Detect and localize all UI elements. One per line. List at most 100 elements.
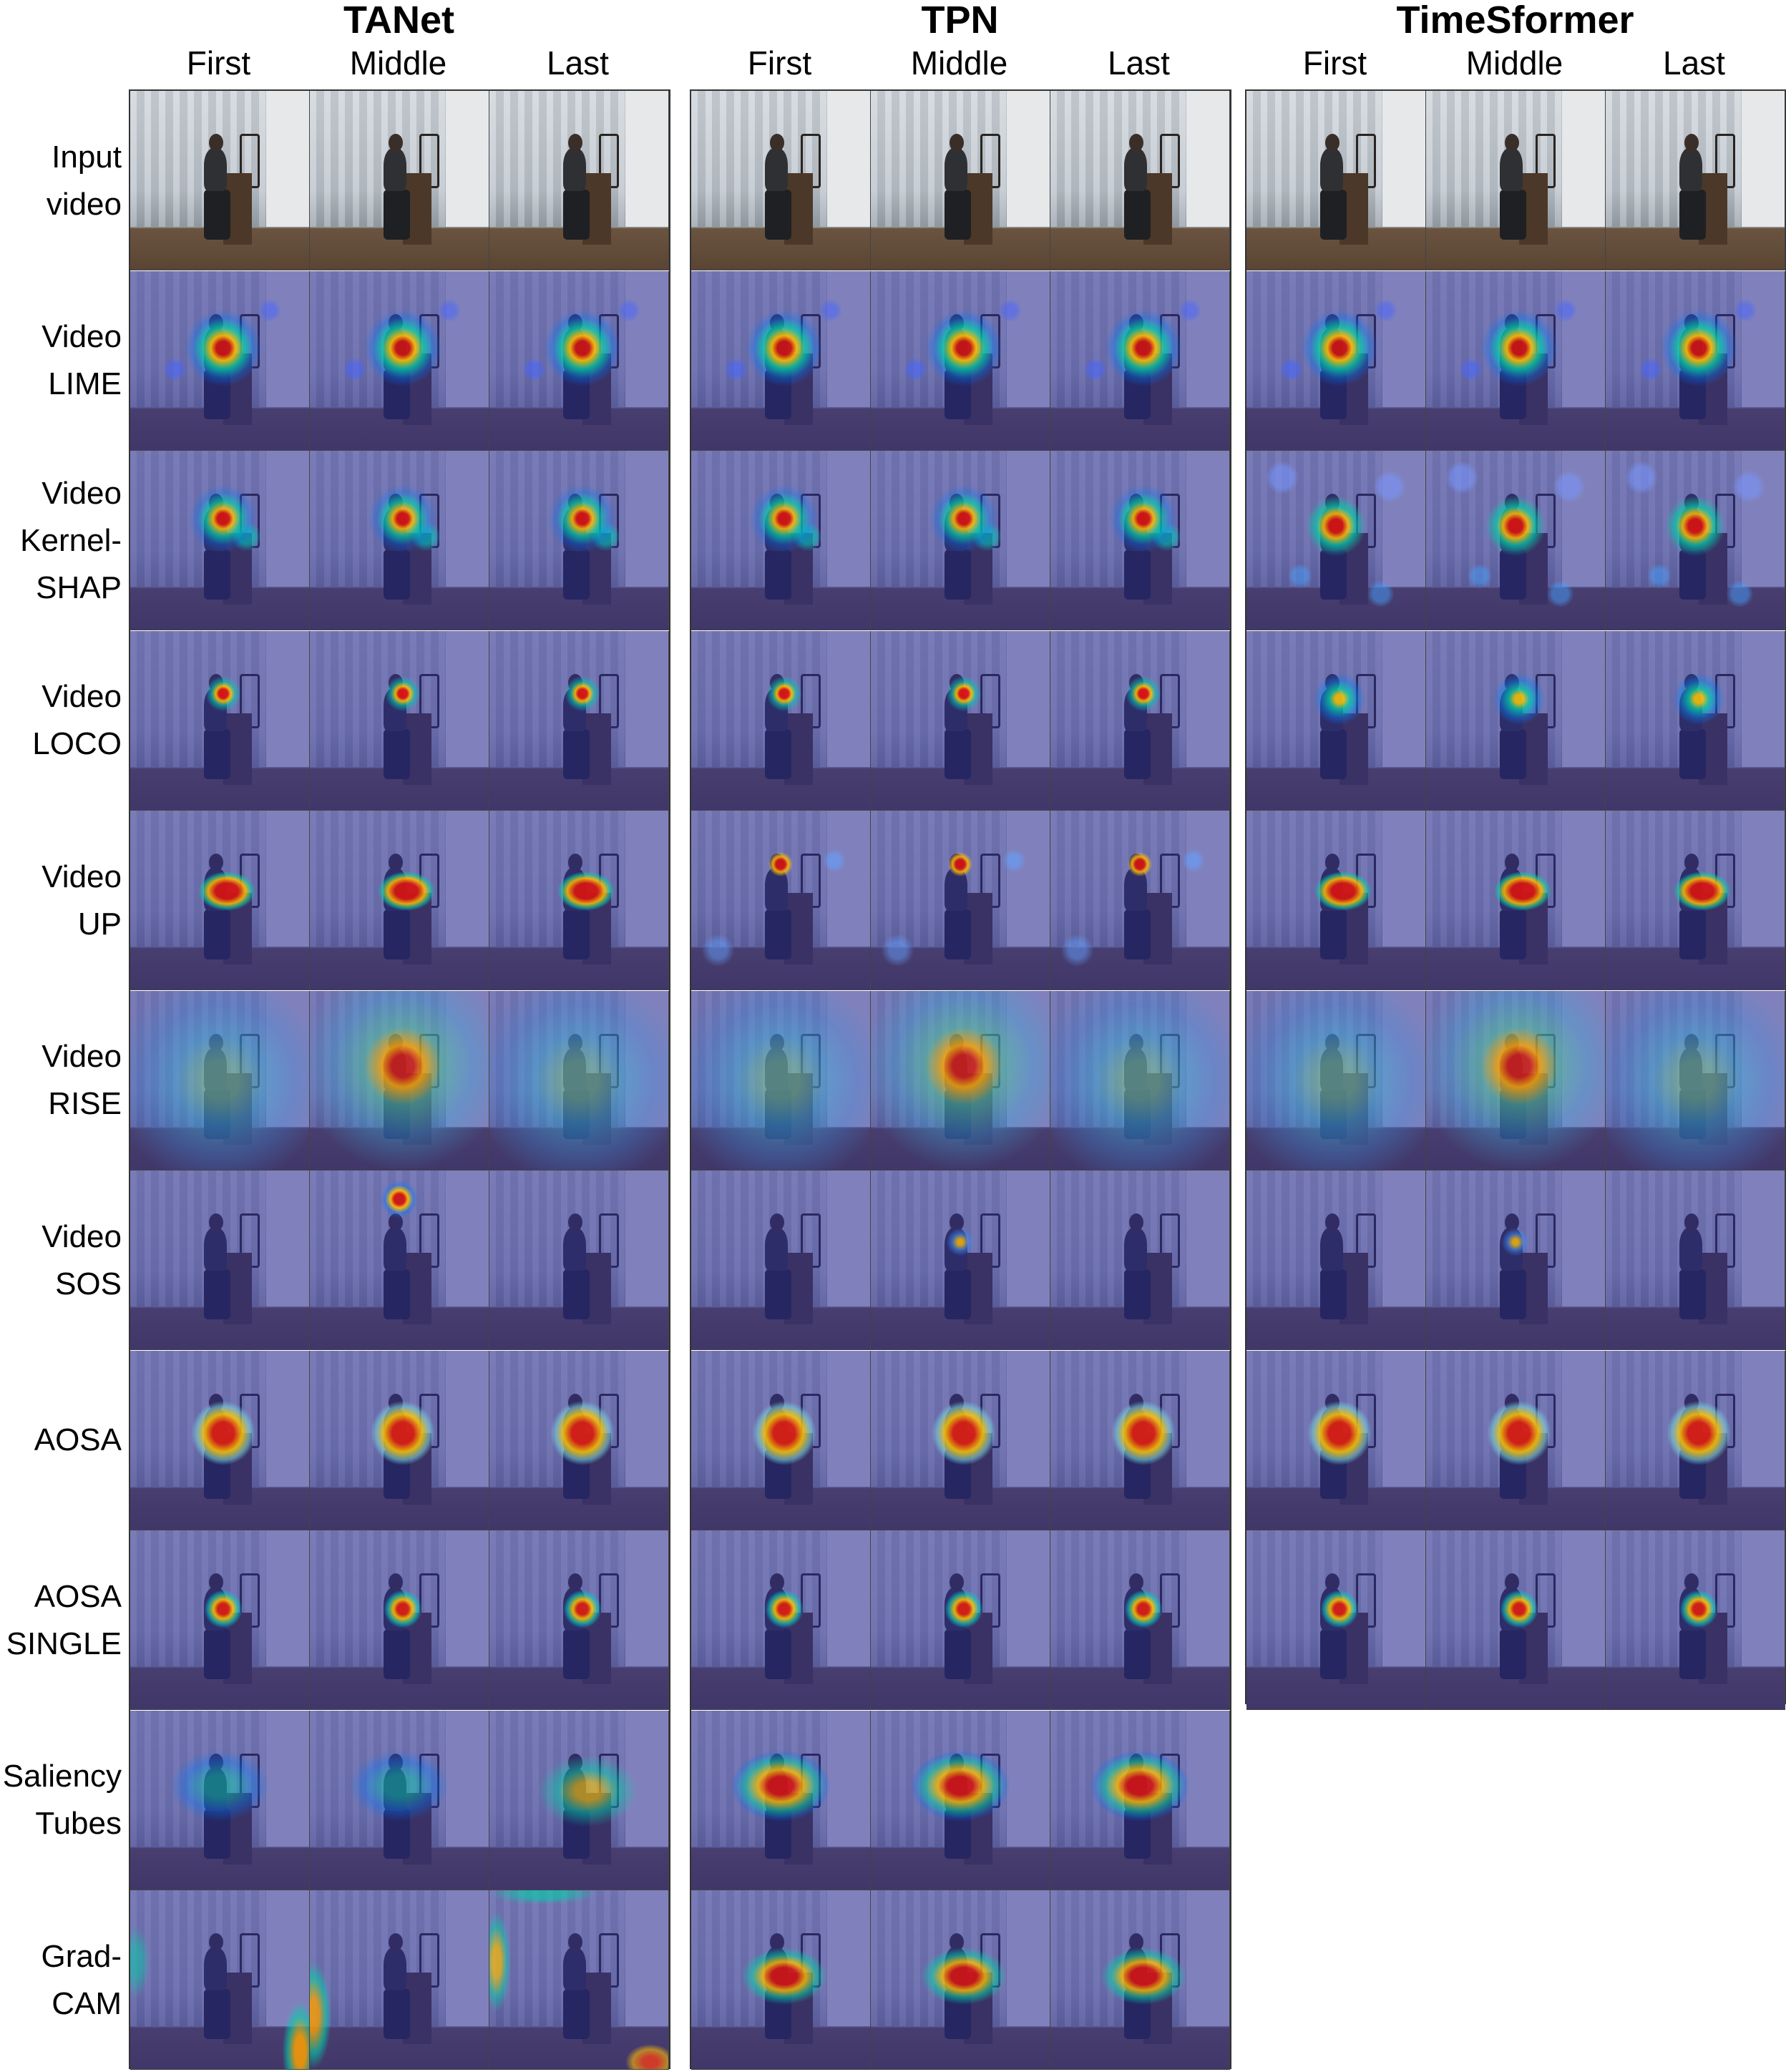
frame-cell-tanet-gradcam-middle [310, 1890, 489, 2070]
frame-label-tpn-middle: Middle [910, 44, 1008, 82]
frame-cell-tpn-lime-last [1050, 270, 1230, 451]
saliency-heatmap [489, 1530, 668, 1709]
saliency-heatmap [1606, 1530, 1785, 1709]
saliency-heatmap [691, 630, 870, 810]
row-label-sos: Video SOS [0, 1171, 122, 1351]
saliency-heatmap [1246, 990, 1425, 1170]
video-frame-image [1606, 91, 1785, 270]
saliency-heatmap [1050, 270, 1229, 450]
saliency-heatmap [1050, 1530, 1229, 1709]
frame-cell-tanet-lime-middle [310, 270, 489, 451]
video-frame-image [130, 91, 309, 270]
saliency-heatmap [1246, 270, 1425, 450]
frame-cell-tpn-shap-last [1050, 451, 1230, 630]
heatmap-tint [1050, 1171, 1229, 1349]
frame-label-tanet-last: Last [547, 44, 609, 82]
saliency-heatmap [130, 451, 309, 630]
frame-cell-tanet-rise-middle [310, 990, 489, 1171]
saliency-heatmap [130, 630, 309, 810]
saliency-heatmap [1606, 1171, 1785, 1349]
saliency-heatmap [489, 451, 668, 630]
frame-cell-tpn-aosa-first [691, 1350, 871, 1530]
saliency-heatmap [691, 1530, 870, 1709]
row-label-line: Video [42, 1039, 122, 1075]
saliency-heatmap [691, 1350, 870, 1530]
frame-cell-tpn-loco-middle [871, 630, 1050, 811]
frame-cell-tpn-lime-middle [871, 270, 1050, 451]
frame-cell-tpn-aosa-middle [871, 1350, 1050, 1530]
saliency-heatmap [310, 630, 489, 810]
row-label-lime: Video LIME [0, 271, 122, 451]
frame-cell-timesformer-input-middle [1426, 91, 1606, 270]
frame-cell-timesformer-sos-middle [1426, 1171, 1606, 1350]
frame-cell-tanet-gradcam-first [130, 1890, 310, 2070]
frame-cell-tanet-aosa-first [130, 1350, 310, 1530]
frame-cell-timesformer-up-first [1246, 811, 1426, 990]
saliency-heatmap [1246, 630, 1425, 810]
video-frame-image [489, 91, 668, 270]
frame-cell-tpn-aosa-single-last [1050, 1530, 1230, 1710]
frame-cell-tpn-loco-first [691, 630, 871, 811]
frame-cell-timesformer-aosa-last [1606, 1350, 1785, 1530]
frame-cell-tanet-up-last [489, 811, 669, 990]
frame-cell-tanet-loco-last [489, 630, 669, 811]
saliency-heatmap [1606, 270, 1785, 450]
saliency-heatmap [691, 990, 870, 1170]
saliency-heatmap [1050, 1890, 1229, 2069]
saliency-heatmap [1426, 990, 1605, 1170]
frame-label-timesformer-last: Last [1663, 44, 1725, 82]
frame-cell-timesformer-input-first [1246, 91, 1426, 270]
saliency-heatmap [1606, 451, 1785, 630]
frame-cell-timesformer-rise-first [1246, 990, 1426, 1171]
frame-cell-timesformer-loco-middle [1426, 630, 1606, 811]
saliency-heatmap [871, 1530, 1050, 1709]
frame-cell-timesformer-shap-middle [1426, 451, 1606, 630]
heatmap-tint [489, 1171, 668, 1349]
saliency-heatmap [310, 451, 489, 630]
saliency-heatmap [489, 1710, 668, 1890]
frame-cell-timesformer-lime-last [1606, 270, 1785, 451]
frame-cell-tpn-sos-last [1050, 1171, 1230, 1350]
saliency-heatmap [130, 1530, 309, 1709]
saliency-heatmap [1246, 811, 1425, 989]
saliency-heatmap [130, 990, 309, 1170]
row-label-aosa: AOSA [0, 1351, 122, 1531]
frame-cell-tanet-input-middle [310, 91, 489, 270]
saliency-heatmap [1426, 1530, 1605, 1709]
saliency-heatmap [1426, 1350, 1605, 1530]
saliency-heatmap [1050, 811, 1229, 989]
frame-cell-tpn-shap-first [691, 451, 871, 630]
frame-cell-tpn-gradcam-first [691, 1890, 871, 2070]
row-label-line: AOSA [34, 1578, 122, 1614]
video-frame-image [310, 91, 489, 270]
frame-cell-timesformer-sos-first [1246, 1171, 1426, 1350]
row-label-up: Video UP [0, 811, 122, 991]
saliency-heatmap [871, 451, 1050, 630]
frame-cell-tanet-shap-middle [310, 451, 489, 630]
saliency-heatmap [1050, 990, 1229, 1170]
saliency-heatmap [489, 1350, 668, 1530]
model-title-tpn: TPN [921, 0, 999, 41]
frame-cell-tpn-lime-first [691, 270, 871, 451]
saliency-heatmap [871, 1710, 1050, 1890]
frame-label-timesformer-first: First [1302, 44, 1367, 82]
row-label-line: Video [42, 319, 122, 355]
frame-cell-timesformer-aosa-single-middle [1426, 1530, 1606, 1710]
row-label-line: Video [42, 1218, 122, 1254]
frame-cell-tpn-shap-middle [871, 451, 1050, 630]
frame-cell-tpn-saliency-tubes-last [1050, 1710, 1230, 1890]
frame-cell-timesformer-rise-middle [1426, 990, 1606, 1171]
video-frame-image [1246, 91, 1425, 270]
frame-cell-tanet-up-first [130, 811, 310, 990]
model-title-timesformer: TimeSformer [1396, 0, 1634, 41]
saliency-heatmap [489, 990, 668, 1170]
heatmap-tint [130, 1171, 309, 1349]
frame-cell-tpn-gradcam-last [1050, 1890, 1230, 2070]
saliency-heatmap [1606, 1350, 1785, 1530]
saliency-heatmap [310, 1171, 489, 1349]
frame-cell-tanet-aosa-last [489, 1350, 669, 1530]
saliency-heatmap [1606, 811, 1785, 989]
frame-label-tpn-first: First [747, 44, 812, 82]
saliency-heatmap [1246, 1171, 1425, 1349]
saliency-heatmap [1426, 451, 1605, 630]
